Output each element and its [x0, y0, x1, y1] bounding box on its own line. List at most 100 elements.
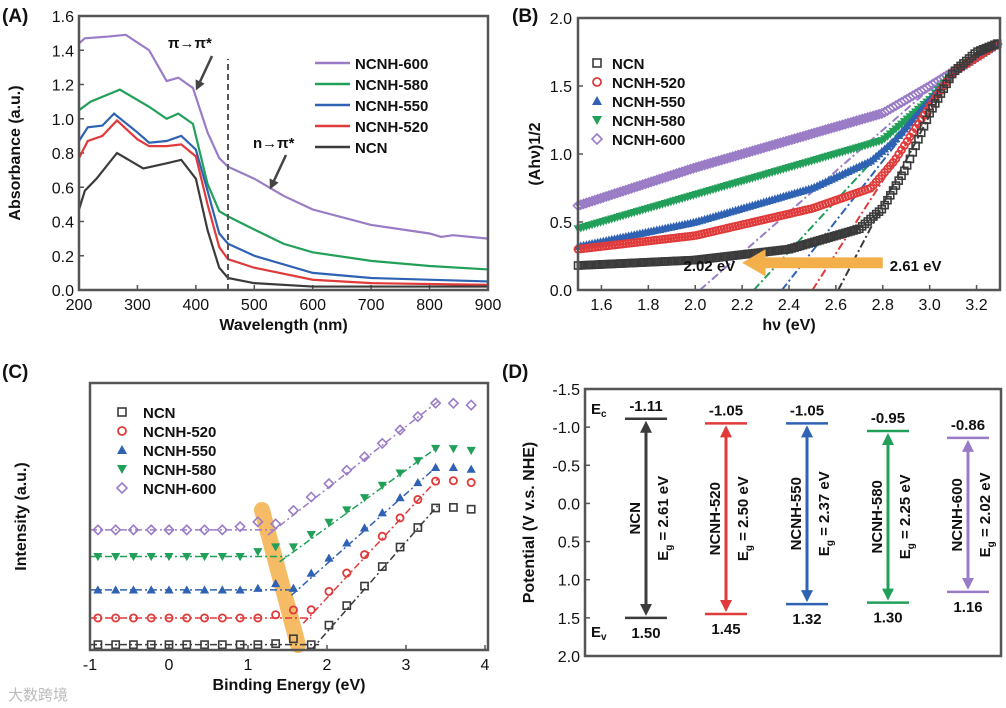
- data-point-marker: [755, 142, 767, 155]
- data-point-marker: [111, 552, 121, 562]
- data-point-marker: [431, 462, 441, 472]
- y-tick-label: 0.6: [52, 180, 74, 197]
- data-point-marker: [109, 524, 122, 536]
- data-point-marker: [324, 553, 334, 562]
- y-tick-label: 1.5: [550, 79, 572, 96]
- data-point-marker: [146, 585, 156, 594]
- cb-value-label: -1.11: [629, 398, 662, 415]
- data-point-marker: [164, 552, 174, 562]
- data-point-marker: [721, 152, 733, 164]
- data-point-marker: [360, 550, 370, 560]
- data-point-marker: [592, 116, 602, 125]
- data-point-marker: [676, 166, 688, 178]
- legend-label: NCNH-520: [612, 75, 685, 92]
- data-point-marker: [651, 174, 663, 186]
- data-point-marker: [611, 187, 624, 199]
- data-point-marker: [639, 178, 652, 190]
- panel-d: (D) -1.5 -1.0 -0.5 0.0 0.5 1.0 1.5 2.0 Potential …: [502, 362, 1003, 666]
- data-point-marker: [289, 634, 298, 644]
- data-point-marker: [592, 58, 602, 68]
- arrow-label-high: 2.61 eV: [890, 258, 942, 275]
- data-point-marker: [395, 469, 405, 478]
- data-point-marker: [634, 179, 646, 192]
- data-point-marker: [752, 143, 764, 156]
- data-point-marker: [859, 112, 871, 124]
- data-point-marker: [620, 184, 632, 196]
- data-point-marker: [235, 640, 245, 650]
- data-point-marker: [271, 610, 281, 620]
- data-point-marker: [696, 160, 708, 172]
- data-point-marker: [648, 175, 660, 187]
- bandgap-label: Eg = 2.37 eV: [816, 471, 836, 556]
- data-point-marker: [679, 165, 691, 177]
- data-point-marker: [431, 503, 441, 513]
- data-point-marker: [217, 585, 227, 594]
- x-tick-label: 2.0: [684, 297, 706, 314]
- y-tick-label: 1.0: [558, 573, 580, 590]
- legend-label: NCN: [612, 56, 645, 73]
- data-point-marker: [306, 640, 316, 650]
- data-point-marker: [628, 181, 640, 194]
- data-point-marker: [822, 123, 835, 135]
- y-tick-label: 0.2: [52, 249, 74, 266]
- x-tick-label: 4: [481, 657, 490, 674]
- x-tick-label: 600: [299, 297, 326, 314]
- data-point-marker: [600, 190, 612, 203]
- data-point-marker: [715, 154, 728, 166]
- cb-value-label: -1.05: [709, 402, 743, 419]
- y-tick-label: -0.5: [552, 458, 580, 475]
- x-tick-label: 0: [165, 657, 174, 674]
- bandgap-label: Eg = 2.50 eV: [735, 476, 755, 561]
- data-point-marker: [597, 191, 609, 204]
- data-point-marker: [305, 491, 317, 503]
- x-tick-label: 700: [358, 297, 385, 314]
- data-point-marker: [814, 125, 826, 138]
- data-point-marker: [466, 464, 476, 473]
- x-tick-label: 500: [241, 297, 268, 314]
- data-point-marker: [117, 465, 127, 474]
- sample-name-label: NCNH-520: [707, 482, 724, 555]
- data-point-marker: [867, 110, 880, 122]
- data-point-marker: [216, 524, 229, 536]
- x-tick-label: 1.6: [590, 297, 612, 314]
- data-point-marker: [769, 138, 781, 151]
- data-point-marker: [431, 476, 441, 486]
- data-point-marker: [93, 552, 103, 562]
- y-tick-label: 0.0: [558, 496, 580, 513]
- data-point-marker: [606, 189, 618, 201]
- data-point-marker: [783, 134, 795, 147]
- data-point-marker: [819, 124, 832, 136]
- annotation-arrow: [269, 154, 288, 190]
- data-point-marker: [856, 113, 868, 125]
- data-point-marker: [704, 157, 716, 169]
- data-point-marker: [181, 524, 193, 536]
- x-axis-label: Binding Energy (eV): [213, 677, 366, 694]
- data-point-marker: [217, 552, 227, 562]
- bandgap-label: Eg = 2.61 eV: [655, 476, 675, 561]
- data-point-marker: [111, 585, 121, 594]
- edge-fit-line: [279, 446, 439, 563]
- data-point-marker: [870, 109, 882, 121]
- data-point-marker: [394, 424, 406, 436]
- data-point-marker: [377, 481, 387, 490]
- data-point-marker: [873, 108, 885, 120]
- data-point-marker: [429, 397, 442, 409]
- data-point-marker: [324, 518, 334, 527]
- data-point-marker: [395, 542, 405, 552]
- x-axis-label: Wavelength (nm): [219, 317, 347, 334]
- data-point-marker: [360, 581, 369, 591]
- x-tick-label: 3.2: [965, 297, 987, 314]
- data-point-marker: [590, 132, 604, 146]
- data-point-marker: [182, 640, 192, 650]
- data-point-marker: [763, 140, 775, 152]
- data-point-marker: [617, 185, 629, 197]
- data-point-marker: [200, 613, 210, 623]
- data-point-marker: [690, 161, 702, 173]
- data-point-marker: [791, 132, 804, 144]
- data-point-marker: [845, 116, 857, 129]
- data-point-marker: [182, 613, 192, 623]
- y-tick-label: 0.0: [52, 283, 74, 300]
- edge-fit-line: [290, 465, 439, 596]
- data-point-marker: [811, 126, 823, 138]
- legend-label: NCNH-550: [355, 98, 428, 115]
